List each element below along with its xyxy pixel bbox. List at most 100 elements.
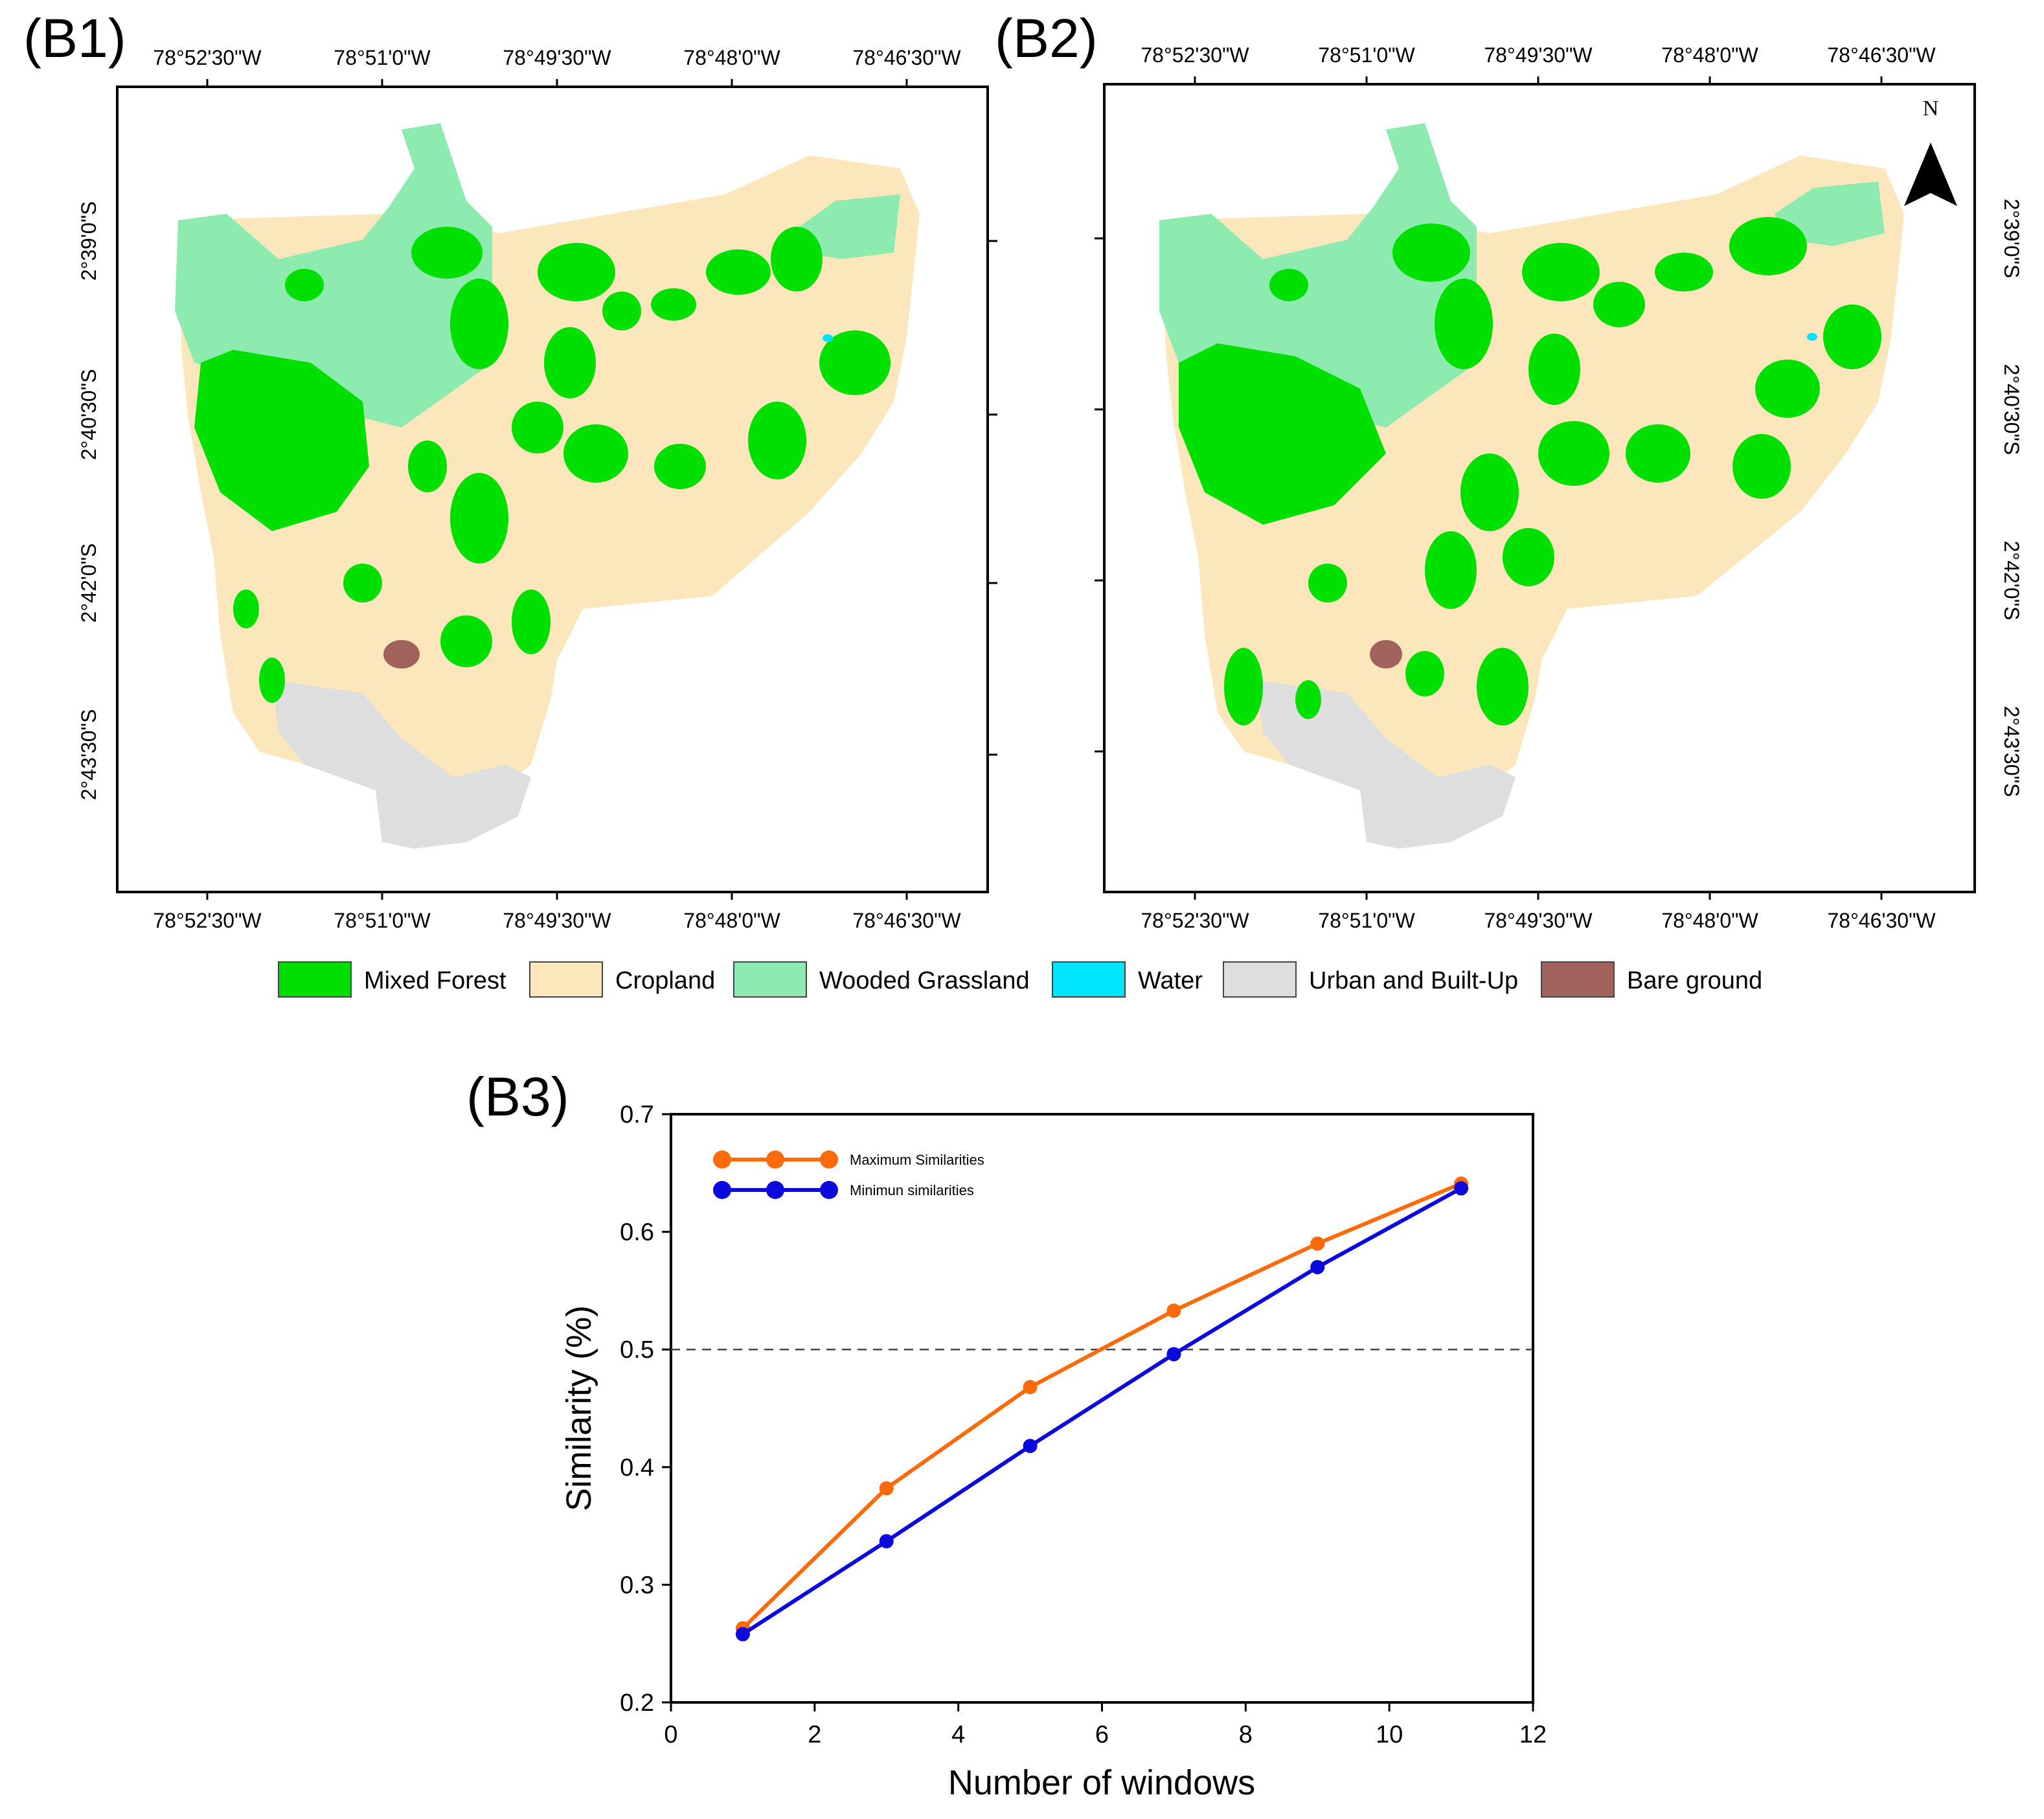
bare-ground-patch — [1370, 640, 1402, 669]
lon-label: 78°51'0"W — [1318, 909, 1415, 932]
x-tick-label: 0 — [664, 1721, 677, 1748]
y-tick-label: 0.3 — [620, 1572, 654, 1599]
legend-item-urban: Urban and Built-Up — [1223, 961, 1518, 998]
mixed-forest-patches — [1179, 217, 1881, 726]
lon-label: 78°49'30"W — [1484, 43, 1593, 67]
data-point-minimum — [1166, 1347, 1181, 1362]
legend-item-bare-ground: Bare ground — [1541, 961, 1762, 998]
legend-item-mixed-forest: Mixed Forest — [278, 961, 506, 998]
x-tick-label: 12 — [1519, 1721, 1547, 1748]
lat-label: 2°42'0"S — [77, 543, 100, 623]
lon-labels-bottom-b2: 78°52'30"W 78°51'0"W 78°49'30"W 78°48'0"… — [1141, 909, 1936, 932]
urban-area — [1256, 680, 1516, 849]
mixed-forest-patches — [194, 227, 891, 703]
lon-label: 78°49'30"W — [503, 46, 611, 69]
y-tick-label: 0.6 — [620, 1219, 654, 1246]
legend-label: Bare ground — [1627, 967, 1762, 994]
data-point-minimum — [1454, 1181, 1469, 1196]
legend-marker — [713, 1181, 731, 1199]
lon-label: 78°52'30"W — [153, 909, 262, 932]
lon-label: 78°46'30"W — [852, 46, 961, 69]
lat-label: 2°42'0"S — [2000, 541, 2023, 621]
legend-swatch — [529, 961, 603, 998]
north-arrow-icon — [1904, 143, 1957, 206]
legend-label: Urban and Built-Up — [1309, 967, 1518, 994]
legend-label: Cropland — [615, 967, 715, 994]
lon-label: 78°52'30"W — [1141, 43, 1249, 67]
lon-label: 78°48'0"W — [1661, 909, 1758, 932]
x-tick-label: 2 — [808, 1721, 821, 1748]
legend-item-cropland: Cropland — [529, 961, 715, 998]
land-cover-legend: Mixed Forest Cropland Wooded Grassland W… — [278, 961, 1762, 998]
series-line-maximum — [741, 1182, 1462, 1630]
legend-item-water: Water — [1052, 961, 1203, 998]
legend-swatch — [1541, 961, 1615, 998]
y-tick-label: 0.5 — [620, 1336, 654, 1364]
map-ticks-b2 — [1095, 76, 1883, 900]
series-line-minimum — [742, 1186, 1462, 1636]
data-point-minimum — [879, 1534, 894, 1549]
north-label: N — [1923, 97, 1939, 120]
legend-marker — [820, 1181, 838, 1199]
legend-marker — [713, 1150, 731, 1169]
lon-labels-top-b2: 78°52'30"W 78°51'0"W 78°49'30"W 78°48'0"… — [1141, 43, 1936, 67]
lon-label: 78°48'0"W — [683, 909, 780, 932]
lon-label: 78°52'30"W — [1141, 909, 1249, 932]
lat-label: 2°40'30"S — [2000, 364, 2023, 455]
lon-label: 78°49'30"W — [503, 909, 611, 932]
x-tick-label: 10 — [1376, 1721, 1403, 1748]
map-ticks-b1 — [206, 79, 997, 900]
x-tick-label: 8 — [1239, 1721, 1253, 1748]
lon-labels-bottom-b1: 78°52'30"W 78°51'0"W 78°49'30"W 78°48'0"… — [153, 909, 961, 932]
y-tick-label: 0.4 — [620, 1454, 654, 1482]
lon-label: 78°48'0"W — [683, 46, 780, 69]
legend-label-maximum: Maximum Similarities — [850, 1152, 984, 1168]
data-point-minimum — [735, 1627, 750, 1642]
legend-label: Mixed Forest — [364, 967, 506, 994]
legend-marker — [766, 1181, 784, 1199]
lon-label: 78°51'0"W — [1318, 43, 1415, 67]
lat-label: 2°39'0"S — [77, 201, 100, 281]
x-tick-label: 4 — [951, 1721, 965, 1748]
legend-label-minimum: Minimun similarities — [850, 1182, 974, 1198]
y-tick-label: 0.7 — [620, 1101, 654, 1128]
legend-label: Wooded Grassland — [819, 967, 1030, 994]
north-arrow: N — [1904, 97, 1957, 206]
water-patch — [1807, 333, 1817, 341]
urban-area — [272, 680, 531, 849]
legend-swatch — [1052, 961, 1126, 998]
map-b1: (B1) — [23, 8, 997, 932]
data-point-minimum — [1310, 1260, 1325, 1275]
land-cover-map-b1 — [175, 123, 920, 849]
lon-label: 78°49'30"W — [1484, 909, 1593, 932]
legend-item-wooded-grassland: Wooded Grassland — [733, 961, 1030, 998]
legend-marker — [820, 1150, 838, 1169]
map-b2: (B2) — [995, 8, 2023, 932]
y-tick-label: 0.2 — [620, 1689, 654, 1717]
series-legend: Maximum Similarities Minimun similaritie… — [713, 1150, 984, 1199]
lat-label: 2°40'30"S — [77, 369, 100, 461]
lon-label: 78°51'0"W — [334, 46, 431, 69]
bare-ground-patch — [383, 640, 420, 669]
lat-label: 2°43'30"S — [2000, 706, 2023, 797]
lat-labels-right-b2: 2°39'0"S 2°40'30"S 2°42'0"S 2°43'30"S — [2000, 199, 2023, 797]
lon-label: 78°46'30"W — [1827, 43, 1936, 67]
lon-label: 78°46'30"W — [1827, 909, 1936, 932]
lon-label: 78°52'30"W — [153, 46, 262, 69]
legend-swatch — [278, 961, 352, 998]
lat-labels-left-b1: 2°39'0"S 2°40'30"S 2°42'0"S 2°43'30"S — [77, 201, 100, 801]
data-point-maximum — [879, 1481, 894, 1496]
lon-label: 78°51'0"W — [334, 909, 431, 932]
data-point-maximum — [1023, 1380, 1038, 1395]
panel-label-b2: (B2) — [995, 8, 1098, 69]
lon-labels-top-b1: 78°52'30"W 78°51'0"W 78°49'30"W 78°48'0"… — [153, 46, 961, 69]
lon-label: 78°48'0"W — [1661, 43, 1758, 67]
data-point-maximum — [1310, 1236, 1325, 1251]
data-point-minimum — [1023, 1439, 1038, 1454]
legend-label: Water — [1138, 967, 1203, 994]
legend-swatch — [733, 961, 807, 998]
panel-label-b1: (B1) — [23, 8, 126, 69]
plot-frame — [670, 1113, 1534, 1704]
x-axis-title: Number of windows — [948, 1763, 1255, 1802]
